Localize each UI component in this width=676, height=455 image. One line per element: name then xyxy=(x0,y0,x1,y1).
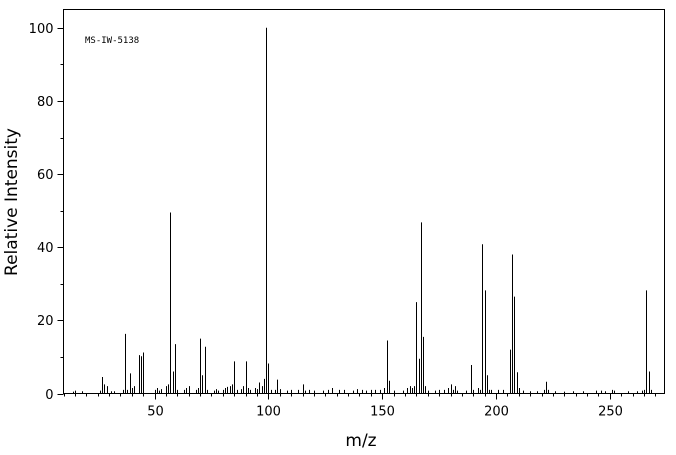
y-tick-label: 60 xyxy=(37,168,54,183)
x-axis-title: m/z xyxy=(345,431,376,451)
x-tick-label: 50 xyxy=(147,405,164,420)
y-axis: 0 20 40 60 80 100 xyxy=(29,22,64,403)
spectrum-annotation: MS-IW-5138 xyxy=(85,36,139,46)
plot-frame xyxy=(63,9,665,394)
x-tick-label: 250 xyxy=(598,405,623,420)
y-tick-label: 80 xyxy=(37,95,54,110)
y-tick-label: 40 xyxy=(37,241,54,256)
y-tick-label: 0 xyxy=(45,388,53,403)
x-axis: 50 100 150 200 250 xyxy=(147,393,623,420)
y-axis-title: Relative Intensity xyxy=(2,128,22,276)
y-tick-label: 20 xyxy=(37,314,54,329)
spectrum-peaks xyxy=(73,27,652,394)
y-tick-label: 100 xyxy=(29,22,54,37)
x-tick-label: 150 xyxy=(370,405,395,420)
x-tick-label: 100 xyxy=(256,405,281,420)
x-tick-label: 200 xyxy=(484,405,509,420)
minor-ticks xyxy=(60,64,656,397)
